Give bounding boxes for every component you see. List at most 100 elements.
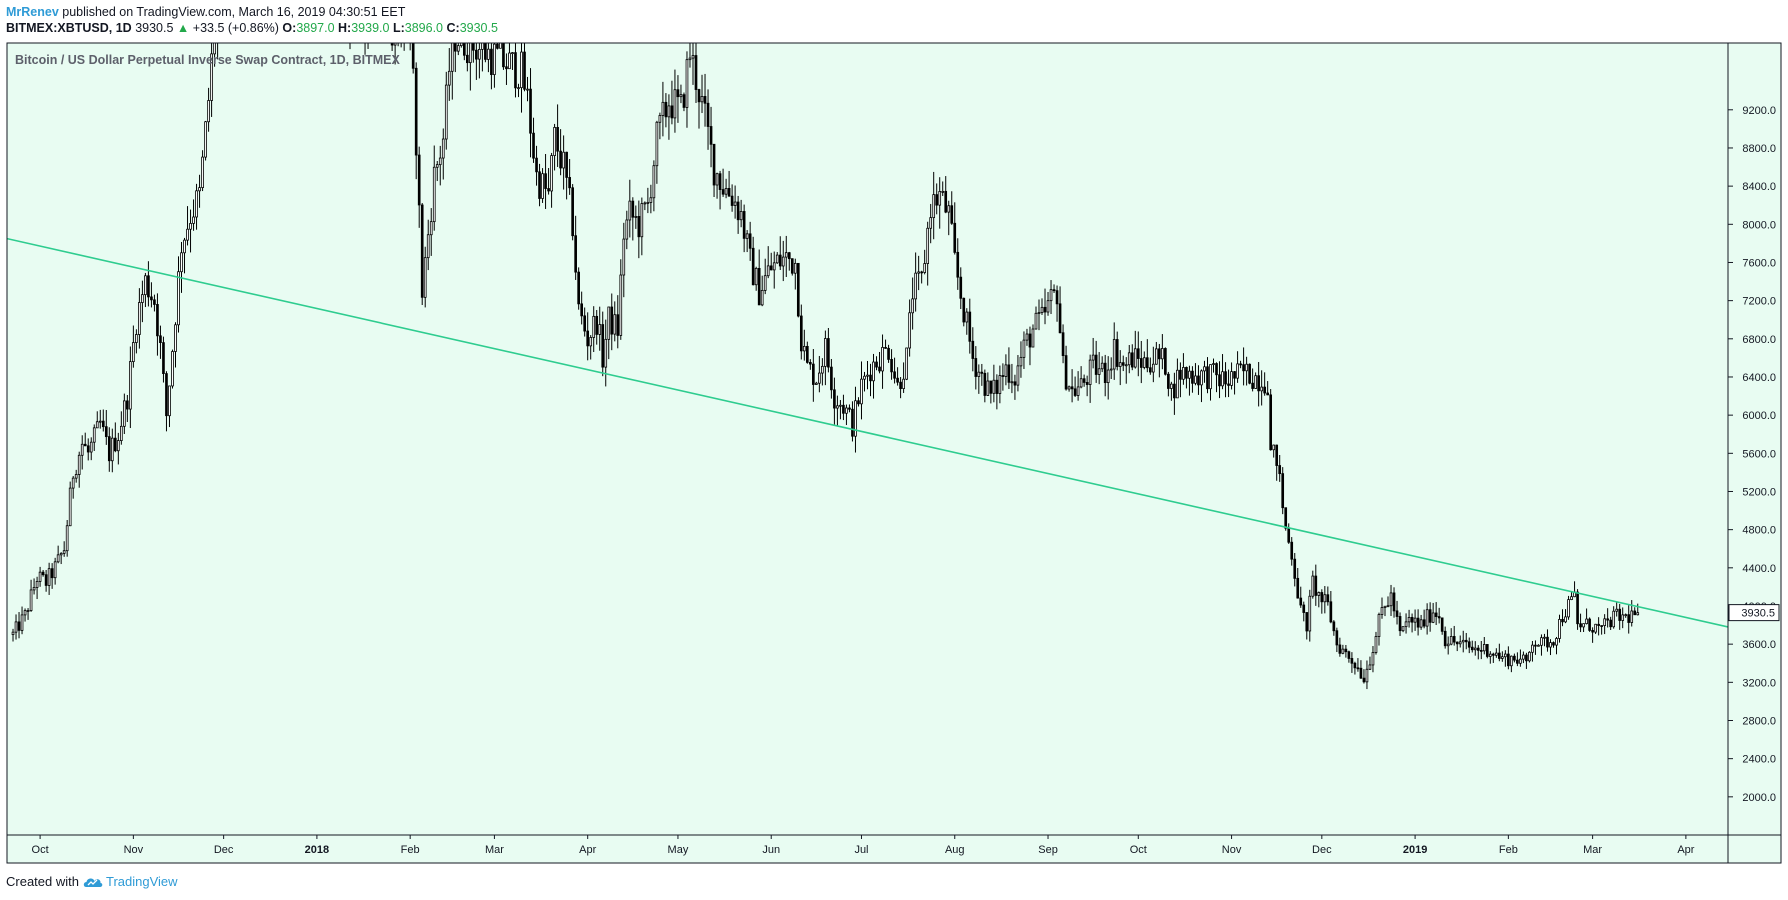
candle-body [382, 29, 384, 36]
candle-body [183, 239, 186, 254]
candle-body [1151, 363, 1155, 373]
candle-body [390, 43, 394, 46]
candle-body [1028, 333, 1032, 348]
candle-body [1148, 367, 1152, 373]
candle-body [833, 389, 836, 409]
candle-body [1239, 363, 1242, 366]
candle-body [556, 127, 559, 152]
candle-body [1407, 616, 1411, 623]
candle-body [1413, 617, 1417, 623]
candle-body [634, 216, 638, 218]
candle-body [1609, 619, 1612, 628]
chart-header: MrRenev published on TradingView.com, Ma… [6, 4, 498, 36]
candle-body [1383, 605, 1387, 608]
candle-body [1127, 352, 1131, 366]
candle-body [664, 101, 668, 118]
candle-body [1215, 363, 1218, 376]
candle-body [1185, 367, 1188, 379]
candle-body [101, 420, 105, 428]
candle-body [679, 94, 683, 98]
candle-body [328, 0, 330, 13]
candle-body [896, 377, 899, 383]
candle-body [1519, 658, 1522, 664]
candle-body [126, 400, 129, 410]
candle-body [1540, 637, 1543, 646]
price-tick-label: 7200.0 [1742, 296, 1776, 308]
price-tick-label: 6400.0 [1742, 372, 1776, 384]
candle-body [1203, 366, 1206, 372]
price-tick-label: 4400.0 [1742, 563, 1776, 575]
candle-body [1302, 604, 1306, 613]
candle-body [1025, 333, 1029, 341]
candle-body [622, 238, 626, 276]
candle-body [860, 378, 863, 405]
candle-body [1206, 366, 1209, 390]
candle-body [926, 227, 930, 264]
candle-body [1416, 617, 1420, 628]
candle-body [1073, 388, 1077, 396]
tradingview-logo[interactable]: TradingView [82, 874, 178, 889]
candle-body [1100, 362, 1104, 370]
candle-body [968, 311, 972, 342]
candle-body [899, 381, 902, 390]
candle-body [1633, 610, 1637, 616]
candle-body [1392, 592, 1396, 612]
candle-body [1353, 662, 1357, 669]
candle-body [1173, 383, 1176, 399]
candle-body [1618, 608, 1622, 621]
candle-body [487, 48, 490, 60]
candle-body [938, 191, 942, 206]
candle-body [1218, 374, 1221, 387]
candle-body [1311, 575, 1315, 597]
candle-body [866, 374, 869, 377]
candle-body [1347, 651, 1351, 659]
close-label: C: [446, 21, 460, 35]
time-axis[interactable]: Oct Nov Dec 2018 Feb Mar Apr May Jun Jul Aug Sep Oct… [32, 835, 1695, 856]
candle-body [805, 345, 809, 363]
candle-body [1037, 312, 1041, 314]
candle-body [730, 195, 734, 206]
candle-body [715, 173, 719, 186]
candle-body [745, 233, 749, 239]
candle-body [1431, 612, 1435, 623]
candle-body [1434, 612, 1438, 617]
candle-body [1052, 289, 1056, 292]
candle-body [478, 48, 481, 60]
candle-body [995, 379, 999, 394]
candle-body [1275, 444, 1279, 466]
candle-body [1070, 386, 1074, 390]
price-axis[interactable]: 9200.0 8800.0 8400.0 8000.0 7600.0 7200.0 6800… [1728, 105, 1776, 804]
candle-body [757, 267, 761, 306]
candle-body [1155, 348, 1158, 365]
author-link[interactable]: MrRenev [6, 5, 59, 19]
candle-body [947, 205, 951, 213]
candle-body [550, 155, 553, 192]
candle-body [1067, 386, 1071, 390]
candle-body [643, 202, 647, 205]
candle-body [842, 404, 845, 414]
candle-body [640, 203, 644, 238]
candle-body [107, 436, 111, 462]
candle-body [869, 374, 872, 382]
trendline[interactable] [7, 237, 1728, 628]
candle-body [565, 151, 568, 178]
candle-body [505, 66, 508, 70]
candle-body [733, 201, 737, 206]
candle-body [1371, 652, 1375, 666]
price-tick-label: 6000.0 [1742, 410, 1776, 422]
candle-body [851, 408, 854, 437]
candle-body [77, 454, 81, 475]
candle-body [1603, 618, 1606, 626]
candle-body [1425, 609, 1429, 627]
candle-body [1188, 370, 1191, 379]
candle-body [1136, 348, 1140, 359]
candle-body [1224, 371, 1227, 385]
candle-body [980, 371, 984, 374]
candle-body [119, 425, 123, 441]
candle-body [1494, 652, 1498, 656]
candle-body [878, 366, 881, 372]
candle-body [1410, 616, 1414, 623]
candle-body [1230, 371, 1233, 386]
candle-body [902, 378, 905, 390]
